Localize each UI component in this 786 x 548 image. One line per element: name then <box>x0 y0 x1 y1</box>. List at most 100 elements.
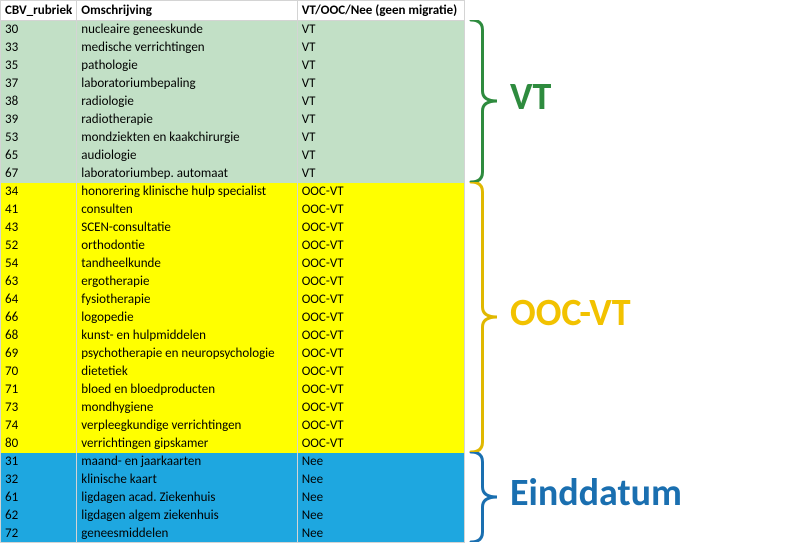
cell-status: OOC-VT <box>297 327 464 345</box>
table-row: 34honorering klinische hulp specialistOO… <box>1 183 465 201</box>
table-row: 69psychotherapie en neuropsychologieOOC-… <box>1 345 465 363</box>
table-row: 66logopedieOOC-VT <box>1 309 465 327</box>
cell-desc: pathologie <box>77 57 297 75</box>
table-row: 54tandheelkundeOOC-VT <box>1 255 465 273</box>
cell-status: OOC-VT <box>297 219 464 237</box>
cell-status: OOC-VT <box>297 435 464 453</box>
group-label-ooc: OOC-VT <box>510 290 631 336</box>
cell-status: VT <box>297 57 464 75</box>
table-row: 67laboratoriumbep. automaatVT <box>1 165 465 183</box>
cell-desc: psychotherapie en neuropsychologie <box>77 345 297 363</box>
cell-code: 71 <box>1 381 77 399</box>
table-row: 72geneesmiddelenNee <box>1 525 465 543</box>
cell-desc: radiologie <box>77 93 297 111</box>
cell-desc: mondhygiene <box>77 399 297 417</box>
table-row: 31maand- en jaarkaartenNee <box>1 453 465 471</box>
cell-desc: laboratoriumbep. automaat <box>77 165 297 183</box>
table-row: 65audiologieVT <box>1 147 465 165</box>
cell-status: VT <box>297 39 464 57</box>
cell-status: Nee <box>297 453 464 471</box>
cell-status: OOC-VT <box>297 255 464 273</box>
cell-desc: orthodontie <box>77 237 297 255</box>
cell-code: 70 <box>1 363 77 381</box>
table-row: 37laboratoriumbepalingVT <box>1 75 465 93</box>
group-label-nee: Einddatum <box>510 470 682 516</box>
cell-status: Nee <box>297 471 464 489</box>
cell-desc: radiotherapie <box>77 111 297 129</box>
cell-desc: ligdagen algem ziekenhuis <box>77 507 297 525</box>
group-braces <box>465 0 500 543</box>
cell-code: 64 <box>1 291 77 309</box>
cell-desc: mondziekten en kaakchirurgie <box>77 129 297 147</box>
table-row: 61ligdagen acad. ZiekenhuisNee <box>1 489 465 507</box>
table-row: 64fysiotherapieOOC-VT <box>1 291 465 309</box>
cell-code: 52 <box>1 237 77 255</box>
cell-status: OOC-VT <box>297 201 464 219</box>
group-label-vt: VT <box>510 74 551 120</box>
table-row: 38radiologieVT <box>1 93 465 111</box>
cell-desc: verpleegkundige verrichtingen <box>77 417 297 435</box>
table-row: 33medische verrichtingenVT <box>1 39 465 57</box>
cell-status: OOC-VT <box>297 345 464 363</box>
cell-code: 66 <box>1 309 77 327</box>
cell-desc: dietetiek <box>77 363 297 381</box>
cell-status: Nee <box>297 489 464 507</box>
cell-desc: maand- en jaarkaarten <box>77 453 297 471</box>
cell-code: 32 <box>1 471 77 489</box>
cell-code: 65 <box>1 147 77 165</box>
col-code-header: CBV_rubriek <box>1 1 77 21</box>
table-row: 43SCEN-consultatieOOC-VT <box>1 219 465 237</box>
table-row: 53mondziekten en kaakchirurgieVT <box>1 129 465 147</box>
cell-code: 63 <box>1 273 77 291</box>
table-row: 35pathologieVT <box>1 57 465 75</box>
cell-desc: logopedie <box>77 309 297 327</box>
cell-status: OOC-VT <box>297 183 464 201</box>
cell-desc: laboratoriumbepaling <box>77 75 297 93</box>
cell-desc: verrichtingen gipskamer <box>77 435 297 453</box>
cell-desc: SCEN-consultatie <box>77 219 297 237</box>
cell-code: 69 <box>1 345 77 363</box>
cell-status: VT <box>297 147 464 165</box>
cell-desc: klinische kaart <box>77 471 297 489</box>
cell-code: 68 <box>1 327 77 345</box>
cell-desc: fysiotherapie <box>77 291 297 309</box>
cell-status: VT <box>297 93 464 111</box>
cell-code: 53 <box>1 129 77 147</box>
migration-table: CBV_rubriek Omschrijving VT/OOC/Nee (gee… <box>0 0 465 543</box>
col-status-header: VT/OOC/Nee (geen migratie) <box>297 1 464 21</box>
cell-code: 61 <box>1 489 77 507</box>
table-row: 32klinische kaartNee <box>1 471 465 489</box>
brace-icon <box>469 452 499 542</box>
cell-status: OOC-VT <box>297 237 464 255</box>
table-row: 63ergotherapieOOC-VT <box>1 273 465 291</box>
cell-code: 31 <box>1 453 77 471</box>
table-row: 70dietetiekOOC-VT <box>1 363 465 381</box>
cell-code: 39 <box>1 111 77 129</box>
cell-desc: nucleaire geneeskunde <box>77 21 297 39</box>
cell-code: 30 <box>1 21 77 39</box>
cell-status: VT <box>297 21 464 39</box>
cell-code: 67 <box>1 165 77 183</box>
table-row: 62ligdagen algem ziekenhuisNee <box>1 507 465 525</box>
cell-code: 72 <box>1 525 77 543</box>
cell-status: OOC-VT <box>297 273 464 291</box>
table-row: 41consultenOOC-VT <box>1 201 465 219</box>
cell-status: VT <box>297 111 464 129</box>
cell-code: 33 <box>1 39 77 57</box>
cell-status: OOC-VT <box>297 381 464 399</box>
cell-desc: ergotherapie <box>77 273 297 291</box>
table-row: 73mondhygieneOOC-VT <box>1 399 465 417</box>
cell-code: 35 <box>1 57 77 75</box>
cell-status: VT <box>297 129 464 147</box>
cell-desc: medische verrichtingen <box>77 39 297 57</box>
table-row: 74verpleegkundige verrichtingenOOC-VT <box>1 417 465 435</box>
cell-desc: kunst- en hulpmiddelen <box>77 327 297 345</box>
cell-code: 41 <box>1 201 77 219</box>
brace-icon <box>469 20 499 182</box>
cell-status: Nee <box>297 507 464 525</box>
cell-desc: geneesmiddelen <box>77 525 297 543</box>
cell-desc: ligdagen acad. Ziekenhuis <box>77 489 297 507</box>
cell-status: OOC-VT <box>297 309 464 327</box>
cell-desc: consulten <box>77 201 297 219</box>
cell-code: 74 <box>1 417 77 435</box>
